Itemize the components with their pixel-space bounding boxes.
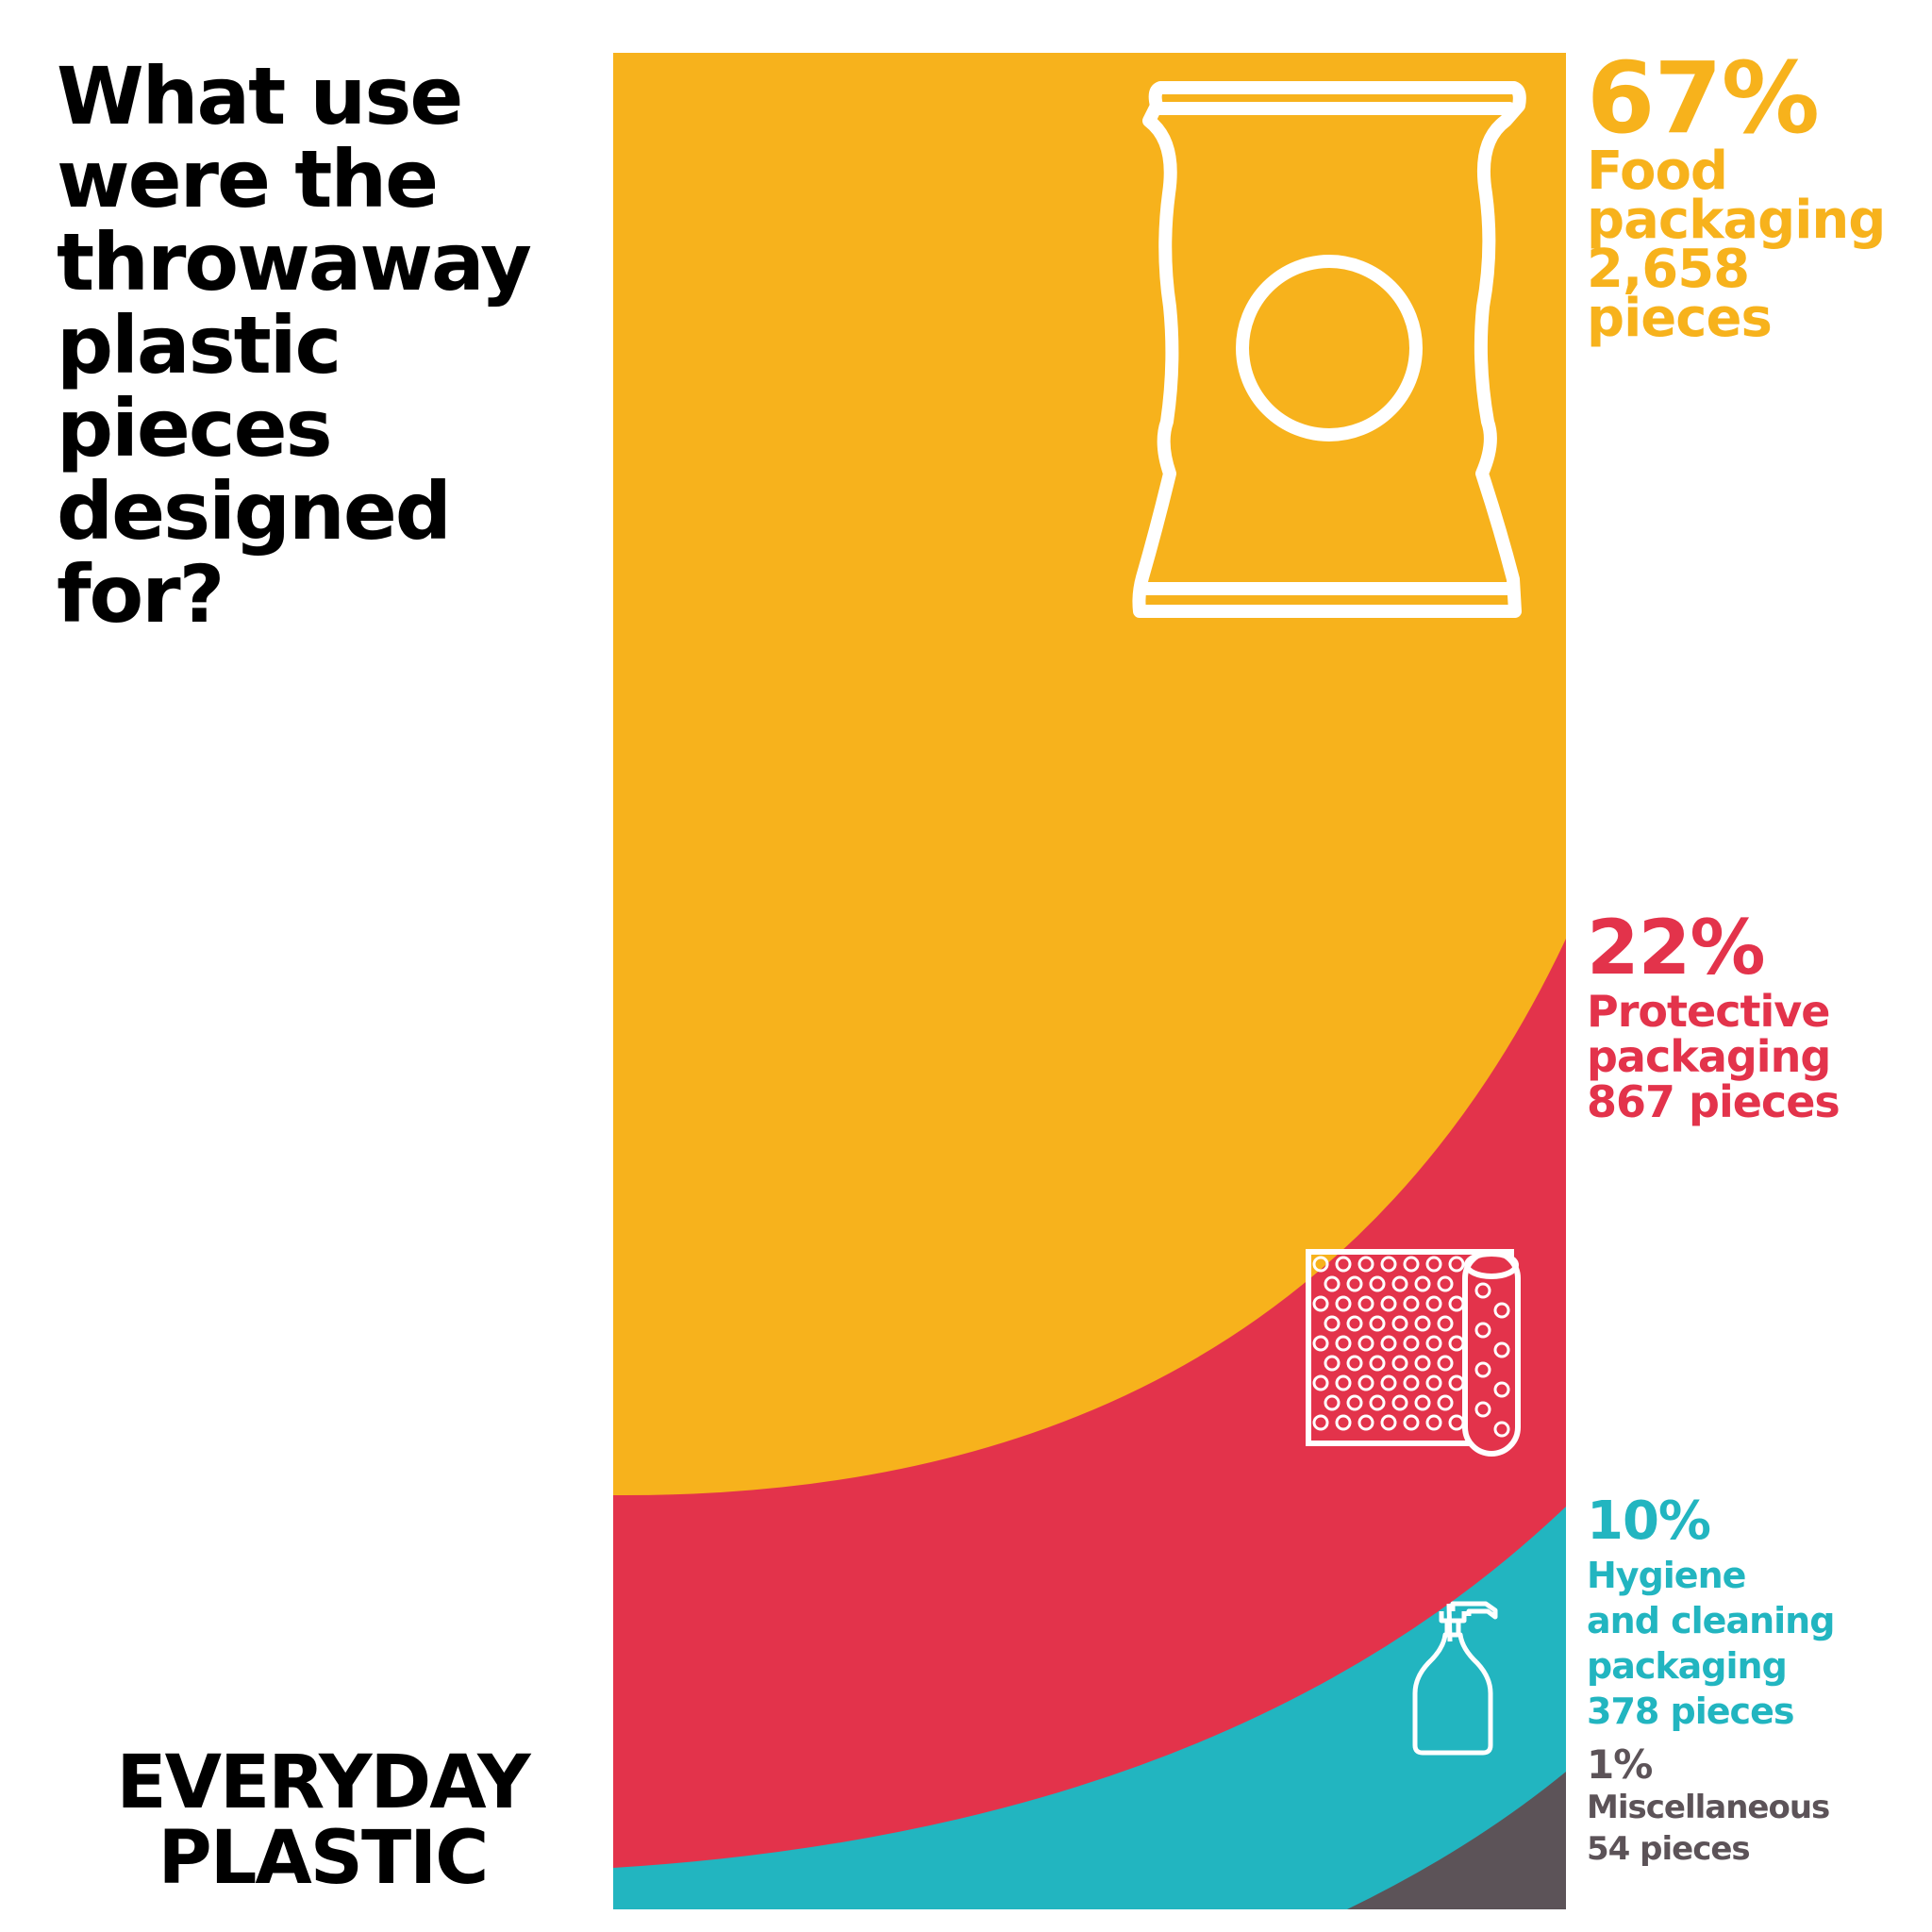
bubble-dot <box>1474 1282 1491 1299</box>
bubble-dot <box>1380 1335 1397 1352</box>
food-description: Food packaging 2,658 pieces <box>1587 141 1886 349</box>
bubble-dot <box>1437 1394 1454 1411</box>
bubble-dot <box>1335 1374 1352 1391</box>
bubble-dot <box>1425 1295 1442 1312</box>
bubble-dot <box>1414 1315 1431 1332</box>
bubble-dot <box>1324 1355 1341 1372</box>
label-hygiene-packaging: 10% Hygiene and cleaning packaging 378 p… <box>1587 1491 1835 1734</box>
bubble-dot <box>1369 1275 1386 1292</box>
bubble-dot <box>1425 1374 1442 1391</box>
bubble-dot <box>1312 1256 1329 1273</box>
label-miscellaneous: 1% Miscellaneous 54 pieces <box>1587 1741 1830 1870</box>
bubble-dot <box>1425 1256 1442 1273</box>
bubble-dot <box>1437 1315 1454 1332</box>
hygiene-percent: 10% <box>1587 1491 1711 1552</box>
misc-percent: 1% <box>1587 1741 1653 1788</box>
bubble-dot <box>1346 1394 1363 1411</box>
bubble-dot <box>1493 1341 1510 1358</box>
bubble-dot <box>1474 1361 1491 1378</box>
bubble-dot <box>1391 1315 1408 1332</box>
bubble-dot <box>1357 1335 1374 1352</box>
bubble-dot <box>1403 1414 1420 1431</box>
everyday-plastic-logo: EVERYDAY PLASTIC <box>58 1745 587 1896</box>
bubble-dot <box>1312 1414 1329 1431</box>
label-food-packaging: 67% Food packaging 2,658 pieces <box>1587 41 1886 349</box>
bubble-dot <box>1493 1421 1510 1438</box>
bubble-dot <box>1369 1394 1386 1411</box>
bubble-dot <box>1414 1394 1431 1411</box>
snack-bag-icon <box>1132 81 1526 618</box>
bubble-dot <box>1414 1355 1431 1372</box>
logo-line-1: EVERYDAY <box>116 1740 530 1825</box>
bubble-dot <box>1380 1374 1397 1391</box>
bubble-dot <box>1403 1335 1420 1352</box>
label-protective-packaging: 22% Protective packaging 867 pieces <box>1587 904 1840 1127</box>
misc-description: Miscellaneous 54 pieces <box>1587 1789 1830 1868</box>
protective-percent: 22% <box>1587 904 1765 991</box>
band-misc <box>1347 1772 1566 1909</box>
bubble-dot <box>1474 1322 1491 1339</box>
bubble-dot <box>1414 1275 1431 1292</box>
bubble-dot <box>1312 1374 1329 1391</box>
band-hygiene <box>613 1507 1566 1909</box>
bubble-wrap-icon <box>1306 1249 1521 1457</box>
bubble-dot <box>1493 1302 1510 1319</box>
bubble-dot <box>1380 1295 1397 1312</box>
bubble-dot <box>1403 1295 1420 1312</box>
bubble-dot <box>1425 1414 1442 1431</box>
bubble-dot <box>1369 1315 1386 1332</box>
food-percent: 67% <box>1587 41 1820 156</box>
bubble-dot <box>1403 1374 1420 1391</box>
bubble-dot <box>1380 1414 1397 1431</box>
bubble-dot <box>1346 1275 1363 1292</box>
bubble-dot <box>1357 1374 1374 1391</box>
bubble-dot <box>1391 1275 1408 1292</box>
bubble-dot <box>1391 1355 1408 1372</box>
bubble-dot <box>1425 1335 1442 1352</box>
bubble-dot <box>1437 1355 1454 1372</box>
bubble-dot <box>1335 1414 1352 1431</box>
bubble-dot <box>1324 1315 1341 1332</box>
bubble-dot <box>1380 1256 1397 1273</box>
bubble-dot <box>1324 1394 1341 1411</box>
band-protective <box>613 939 1566 1909</box>
bubble-dot <box>1493 1381 1510 1398</box>
bubble-dot <box>1312 1335 1329 1352</box>
bubble-dot <box>1403 1256 1420 1273</box>
chart-question-title: What use were the throwaway plastic piec… <box>57 50 532 641</box>
bubble-dot <box>1346 1355 1363 1372</box>
protective-description: Protective packaging 867 pieces <box>1587 986 1840 1127</box>
bubble-dot <box>1324 1275 1341 1292</box>
bubble-dot <box>1335 1256 1352 1273</box>
bubble-dot <box>1357 1295 1374 1312</box>
bubble-dot <box>1357 1256 1374 1273</box>
bubble-dot <box>1357 1414 1374 1431</box>
bubble-dot <box>1335 1335 1352 1352</box>
hygiene-description: Hygiene and cleaning packaging 378 piece… <box>1587 1555 1835 1732</box>
bubble-dot <box>1474 1401 1491 1418</box>
soap-pump-bottle-icon <box>1412 1601 1498 1756</box>
logo-line-2: PLASTIC <box>158 1816 490 1901</box>
bubble-dot <box>1391 1394 1408 1411</box>
bubble-dot <box>1335 1295 1352 1312</box>
bubble-dot <box>1437 1275 1454 1292</box>
bubble-dot <box>1448 1256 1465 1273</box>
bubble-dot <box>1346 1315 1363 1332</box>
bubble-dot <box>1369 1355 1386 1372</box>
bubble-dot <box>1312 1295 1329 1312</box>
